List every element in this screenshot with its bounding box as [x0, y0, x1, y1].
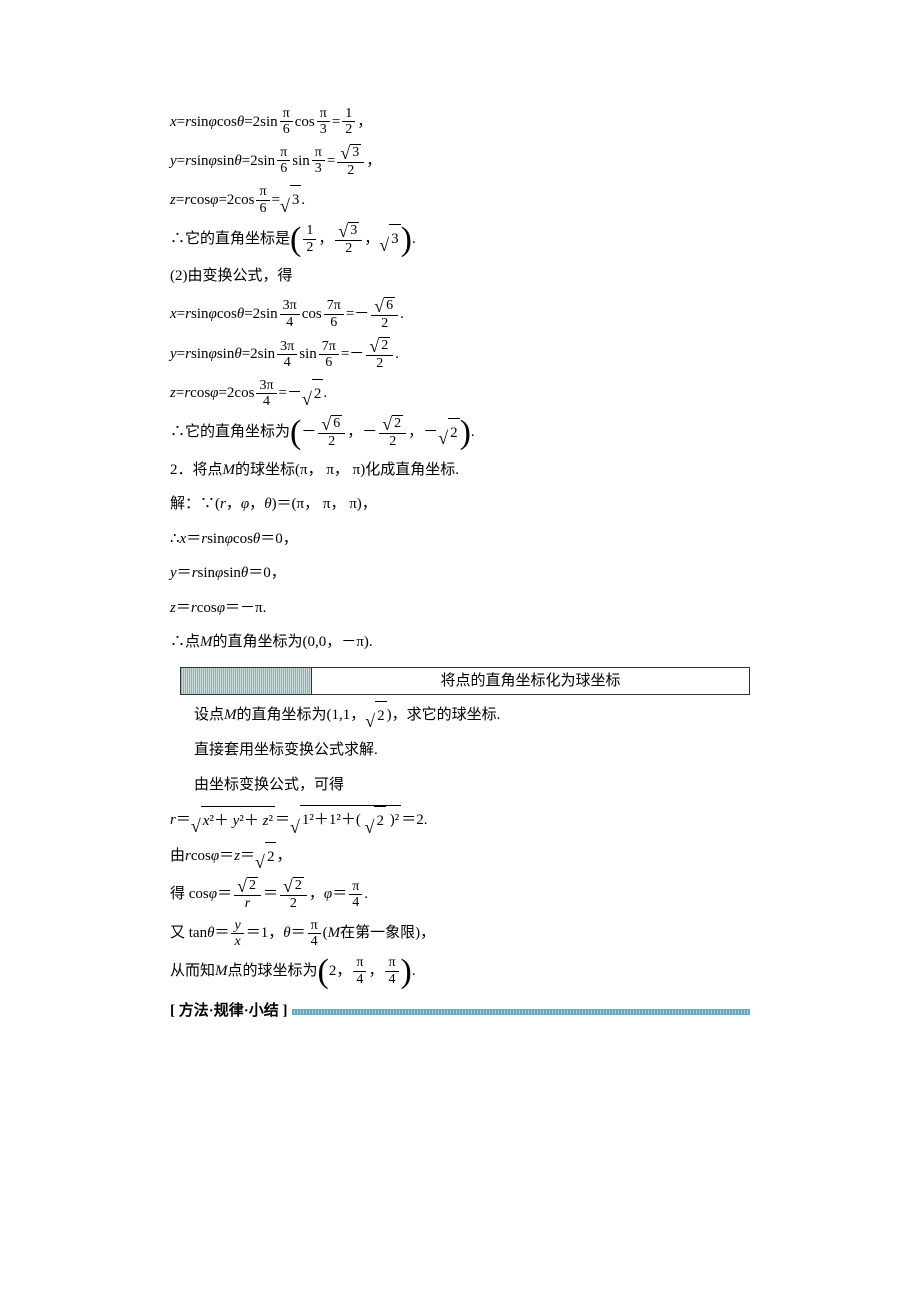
eq-y-1: y= rsin φsin θ=2sin π6 sin π3 = √32 ，	[170, 144, 750, 178]
text-part2: (2)由变换公式，得	[170, 262, 750, 291]
eq-r: r＝ √ x²＋ y²＋ z² ＝ √ 1²＋1²＋( √2 )² ＝2.	[170, 805, 750, 836]
header-decoration	[181, 668, 312, 694]
step-intro: 由坐标变换公式，可得	[170, 771, 750, 800]
sol-y: y＝ rsin φsin θ＝0，	[170, 559, 750, 588]
sol-x: ∴x＝ rsin φcos θ＝0，	[170, 525, 750, 554]
eq-cosphi: 得 cos φ＝ √2r ＝ √22 ， φ＝ π4 .	[170, 877, 750, 911]
summary-rule	[292, 1009, 751, 1015]
eq-y-2: y= rsin φsin θ=2sin 3π4 sin 7π6 =－ √22 .	[170, 337, 750, 371]
result-3: 从而知M点的球坐标为 ( 2， π4 ， π4 ) .	[170, 955, 750, 987]
frac: π6	[280, 106, 293, 138]
eq-rcos: 由 rcos φ＝ z＝ √2 ，	[170, 842, 750, 872]
eq-tantheta: 又 tan θ＝ yx ＝1， θ＝ π4 (M在第一象限)，	[170, 918, 750, 950]
result-2: ∴它的直角坐标为 ( － √62 ， － √22 ， － √2 ) .	[170, 415, 750, 449]
eq-z-1: z= rcos φ=2cos π6 = √3 .	[170, 184, 750, 216]
eq-x-1: x = r sin φ cos θ =2sin π6 cos π3 = 12 ，	[170, 106, 750, 138]
sol-z: z＝ rcos φ＝－π.	[170, 594, 750, 623]
result-1: ∴它的直角坐标是 ( 12 ， √32 ， √3 ) .	[170, 222, 750, 256]
header-title: 将点的直角坐标化为球坐标	[312, 668, 749, 694]
summary-label: [ 方法·规律·小结 ]	[170, 997, 288, 1026]
summary-header: [ 方法·规律·小结 ]	[170, 997, 750, 1026]
eq-z-2: z= rcos φ=2cos 3π4 =－ √2 .	[170, 378, 750, 410]
section-header: 将点的直角坐标化为球坐标	[180, 667, 750, 695]
hint: 直接套用坐标变换公式求解.	[170, 736, 750, 765]
prob-3: 设点M的直角坐标为(1,1， √2 )，求它的球坐标.	[170, 701, 750, 731]
sol-given: 解：∵(r， φ， θ)＝(π， π， π)，	[170, 490, 750, 519]
sol-result: ∴点M的直角坐标为(0,0，－π).	[170, 628, 750, 657]
eq-x-2: x= rsin φcos θ=2sin 3π4 cos 7π6 =－ √62 .	[170, 297, 750, 331]
prob-2: 2．将点M的球坐标(π， π， π)化成直角坐标.	[170, 456, 750, 485]
